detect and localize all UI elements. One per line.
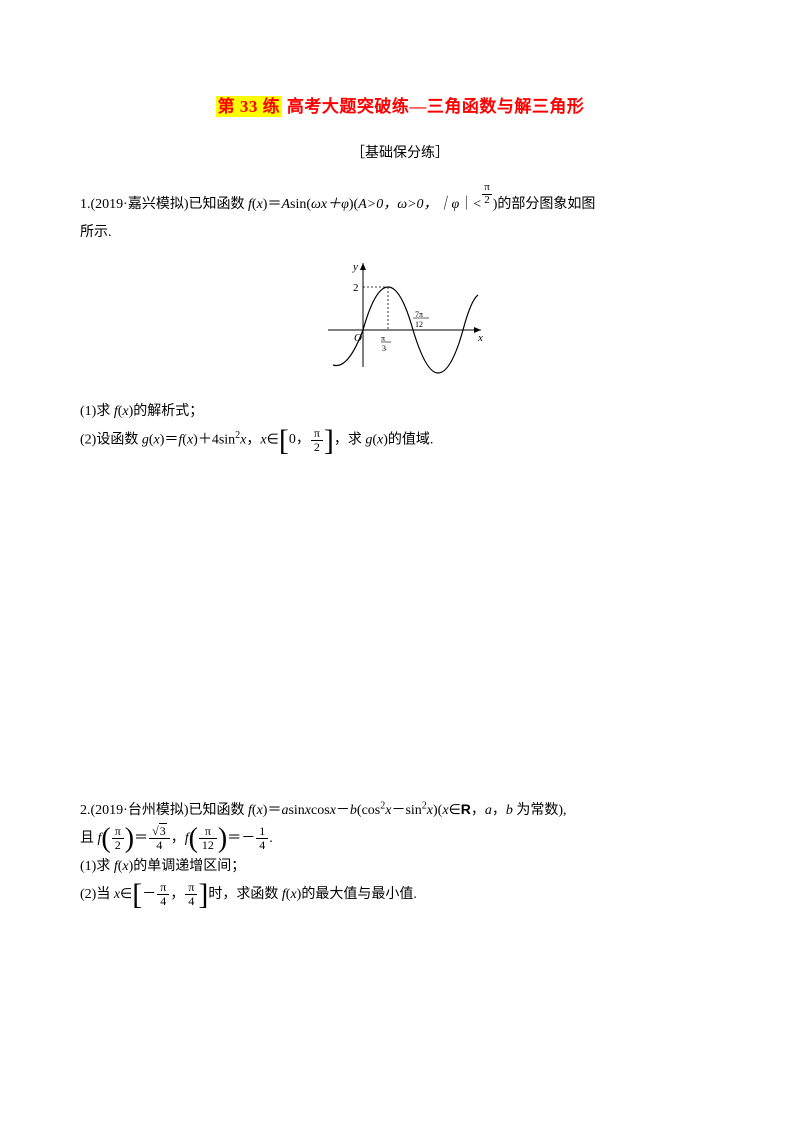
section-subtitle: ［基础保分练］ [80, 140, 720, 168]
q1-graph: O x y 2 π 3 7π 12 [80, 255, 720, 386]
svg-text:π: π [381, 334, 385, 343]
spacer [80, 455, 720, 795]
q2-part2: (2)当 x∈[－π4，π4]时，求函数 f(x)的最大值与最小值. [80, 881, 720, 909]
svg-text:y: y [352, 261, 358, 273]
svg-text:3: 3 [382, 344, 386, 353]
svg-text:7π: 7π [415, 310, 423, 319]
q1-stem: 1.(2019·嘉兴模拟)已知函数 f(x)＝Asin(ωx＋φ)(A>0，ω>… [80, 182, 720, 247]
svg-text:2: 2 [353, 282, 359, 294]
q1-part1: (1)求 f(x)的解析式； [80, 398, 720, 426]
page-title: 第 33 练 高考大题突破练—三角函数与解三角形 [80, 90, 720, 124]
q2-part1: (1)求 f(x)的单调递增区间； [80, 853, 720, 881]
svg-text:12: 12 [415, 320, 423, 329]
q2-stem: 2.(2019·台州模拟)已知函数 f(x)＝asinxcosx－b(cos2x… [80, 795, 720, 825]
q2-values: 且 f(π2)＝34，f(π12)＝－14. [80, 825, 720, 853]
q1-part2: (2)设函数 g(x)＝f(x)＋4sin2x，x∈[0，π2]，求 g(x)的… [80, 426, 720, 455]
svg-text:x: x [477, 332, 483, 344]
